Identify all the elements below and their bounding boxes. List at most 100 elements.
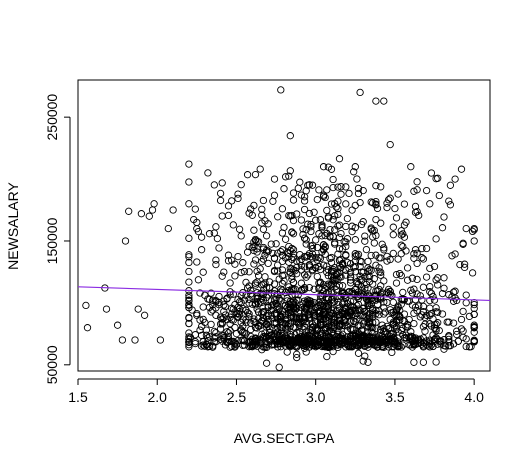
data-point xyxy=(391,337,399,346)
data-point xyxy=(400,200,409,208)
data-point xyxy=(131,336,139,344)
data-point xyxy=(321,310,329,318)
data-point xyxy=(254,322,263,330)
data-point xyxy=(300,193,309,201)
data-point xyxy=(397,326,405,335)
data-point xyxy=(308,245,317,253)
data-point xyxy=(445,197,453,205)
data-point xyxy=(364,358,372,366)
data-point xyxy=(150,200,158,208)
data-point xyxy=(185,278,193,286)
data-point xyxy=(253,267,261,275)
data-point xyxy=(351,252,359,260)
data-point xyxy=(397,250,405,258)
data-point xyxy=(334,183,342,191)
data-point xyxy=(293,353,301,362)
data-point xyxy=(432,175,440,183)
data-point xyxy=(307,220,315,229)
data-point xyxy=(448,293,456,301)
data-point xyxy=(286,167,294,175)
data-point xyxy=(218,332,226,340)
data-point xyxy=(440,284,448,292)
data-point xyxy=(332,332,340,341)
data-point xyxy=(319,340,328,348)
data-point xyxy=(394,190,402,198)
data-point xyxy=(402,218,410,226)
data-point xyxy=(389,298,397,306)
data-point xyxy=(354,189,363,198)
data-point xyxy=(329,183,337,192)
data-point xyxy=(185,251,193,259)
data-point xyxy=(185,267,193,276)
data-point xyxy=(459,333,467,342)
data-point xyxy=(237,232,245,240)
data-point xyxy=(351,236,359,244)
data-point xyxy=(267,302,275,310)
data-point xyxy=(454,337,462,345)
data-point xyxy=(302,320,310,328)
data-point xyxy=(185,341,193,349)
data-point xyxy=(399,331,407,339)
data-point xyxy=(348,302,356,311)
data-point xyxy=(264,318,272,327)
data-point xyxy=(365,310,374,318)
data-point xyxy=(313,195,321,204)
data-point xyxy=(300,284,309,292)
data-point xyxy=(304,271,312,279)
data-point xyxy=(438,224,447,232)
data-point xyxy=(212,260,220,269)
data-point xyxy=(199,268,207,276)
data-point xyxy=(440,345,448,353)
data-point xyxy=(413,259,421,268)
data-point xyxy=(373,340,382,349)
x-tick-label: 4.0 xyxy=(464,389,484,405)
y-tick-label: 150000 xyxy=(44,217,60,264)
data-point xyxy=(329,175,337,184)
data-point xyxy=(329,277,337,285)
data-point xyxy=(377,268,385,276)
data-point xyxy=(310,208,318,216)
data-point xyxy=(392,270,401,279)
data-point xyxy=(359,312,367,320)
data-point xyxy=(361,307,369,316)
data-point xyxy=(440,213,448,221)
data-point xyxy=(457,325,466,333)
data-point xyxy=(278,205,287,213)
data-point xyxy=(399,242,407,251)
data-point xyxy=(312,263,320,272)
data-point xyxy=(470,321,478,329)
data-point xyxy=(216,196,225,205)
data-point xyxy=(262,340,271,348)
data-point xyxy=(434,274,442,282)
data-point xyxy=(451,175,459,183)
data-point xyxy=(343,214,352,223)
data-point xyxy=(228,304,236,312)
data-point xyxy=(274,267,282,275)
data-point xyxy=(407,163,415,171)
data-point xyxy=(323,352,331,361)
data-point xyxy=(185,291,193,299)
data-point xyxy=(470,336,478,344)
data-point xyxy=(234,252,242,261)
data-point xyxy=(312,216,320,224)
data-point xyxy=(427,169,436,177)
data-point xyxy=(365,273,374,281)
data-point xyxy=(278,257,287,266)
data-point xyxy=(288,314,296,322)
data-point xyxy=(156,336,165,344)
data-point xyxy=(216,189,225,198)
data-point xyxy=(277,86,285,94)
data-point xyxy=(234,194,242,203)
data-point xyxy=(305,209,314,218)
data-point xyxy=(305,283,314,292)
data-point xyxy=(259,307,268,316)
data-point xyxy=(280,277,288,285)
data-point xyxy=(229,221,237,229)
data-point xyxy=(281,288,290,297)
data-point xyxy=(134,305,142,313)
data-point xyxy=(370,226,378,235)
data-point xyxy=(185,258,193,267)
data-point xyxy=(264,310,272,318)
x-tick-label: 2.5 xyxy=(227,389,247,405)
data-point xyxy=(264,332,272,341)
